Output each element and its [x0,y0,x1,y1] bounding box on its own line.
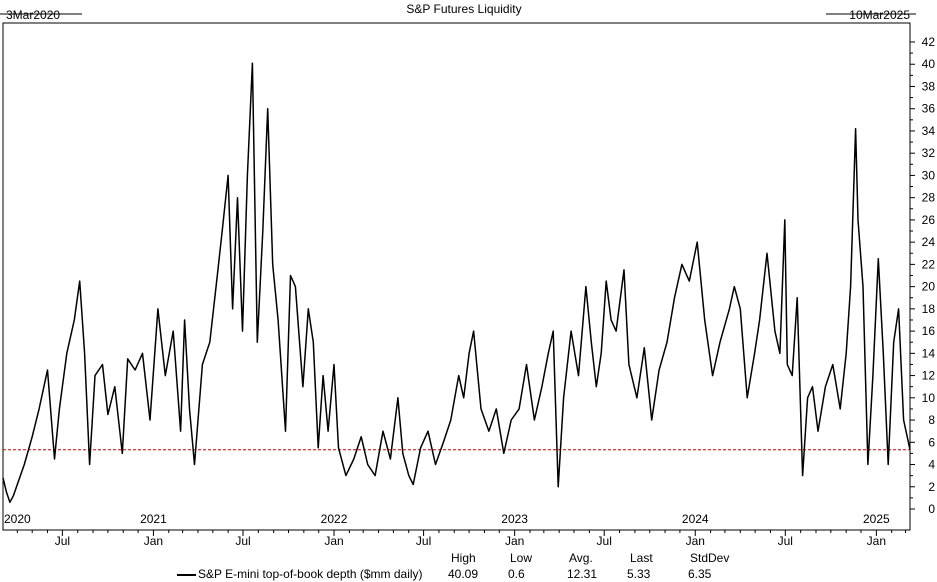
x-year-label: 2022 [321,512,348,526]
x-month-label: Jan [144,534,163,548]
y-tick-label: 42 [922,35,936,49]
y-tick-label: 2 [928,480,935,494]
stats-header-high: High [451,551,476,565]
y-tick-label: 18 [922,302,936,316]
y-tick-label: 6 [928,435,935,449]
y-tick-label: 36 [922,102,936,116]
x-year-label: 2025 [863,512,890,526]
start-date-label: 3Mar2020 [6,8,60,22]
x-year-label: 2020 [4,512,31,526]
y-tick-label: 34 [922,124,936,138]
series-line-0 [2,62,911,504]
x-month-label: Jul [597,534,612,548]
y-tick-label: 14 [922,346,936,360]
plot-frame [2,22,911,531]
x-month-label: Jul [55,534,70,548]
legend-series-name: S&P E-mini top-of-book depth ($mm daily) [198,567,423,581]
y-tick-label: 0 [928,502,935,516]
x-month-label: Jul [416,534,431,548]
stats-panel: High Low Avg. Last StdDev S&P E-mini top… [0,548,937,582]
x-month-label: Jan [505,534,524,548]
stats-header-last: Last [630,551,653,565]
x-month-label: Jan [324,534,343,548]
stats-header-avg: Avg. [569,551,593,565]
stats-value-last: 5.33 [627,567,651,581]
stats-header-stddev: StdDev [690,551,730,565]
stats-value-low: 0.6 [508,567,525,581]
y-tick-label: 4 [928,458,935,472]
y-tick-label: 26 [922,213,936,227]
y-tick-label: 32 [922,146,936,160]
x-year-label: 2021 [140,512,167,526]
y-tick-label: 28 [922,191,936,205]
x-month-label: Jul [235,534,250,548]
y-tick-label: 10 [922,391,936,405]
y-tick-label: 12 [922,369,936,383]
chart-title: S&P Futures Liquidity [406,2,521,16]
y-tick-label: 16 [922,324,936,338]
y-tick-label: 20 [922,280,936,294]
x-year-label: 2024 [682,512,709,526]
end-date-label: 10Mar2025 [849,8,910,22]
series-group [2,62,911,504]
x-month-label: Jan [867,534,886,548]
y-tick-label: 24 [922,235,936,249]
x-year-label: 2023 [501,512,528,526]
stats-header-low: Low [510,551,533,565]
x-month-label: Jan [686,534,705,548]
stats-value-stddev: 6.35 [688,567,712,581]
y-tick-label: 22 [922,257,936,271]
y-tick-label: 30 [922,168,936,182]
x-month-label: Jul [778,534,793,548]
x-axis: 2020 2021 2022 2023 2024 2025 Jul Jan Jul Jan Jul J… [4,512,907,548]
y-tick-label: 38 [922,79,936,93]
stats-value-avg: 12.31 [567,567,598,581]
y-tick-label: 8 [928,413,935,427]
y-tick-label: 40 [922,57,936,71]
stats-value-high: 40.09 [448,567,479,581]
